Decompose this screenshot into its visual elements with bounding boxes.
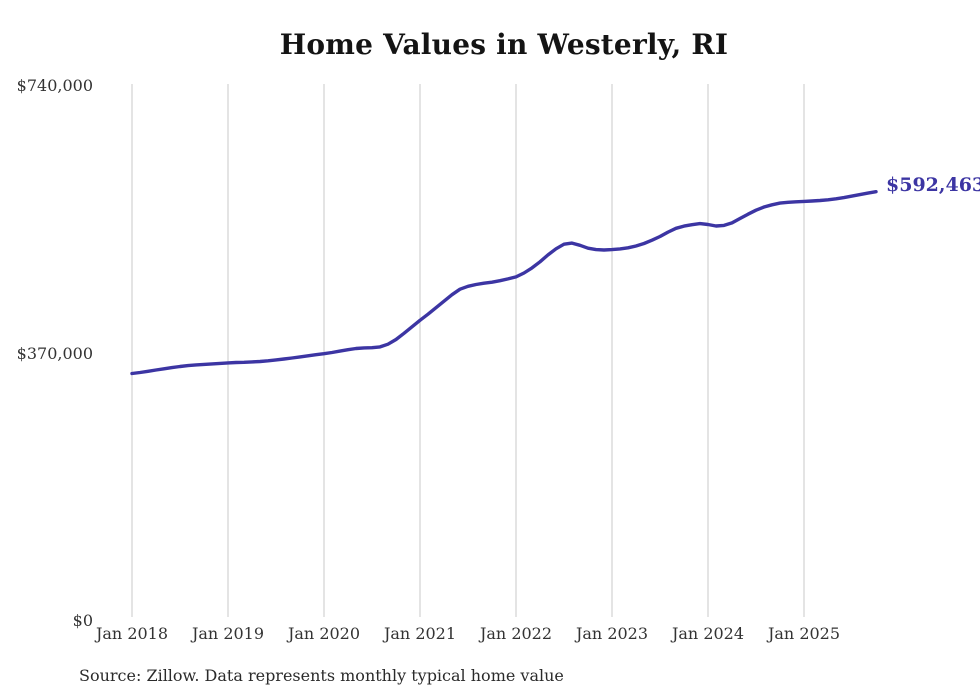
x-tick-label: Jan 2024	[671, 624, 745, 643]
x-tick-label: Jan 2019	[191, 624, 265, 643]
chart-title: Home Values in Westerly, RI	[279, 28, 729, 61]
vertical-gridlines	[131, 84, 805, 617]
home-value-line-series	[130, 190, 878, 376]
y-tick-label: $370,000	[16, 343, 93, 363]
x-tick-label: Jan 2023	[575, 624, 649, 643]
x-tick-label: Jan 2018	[95, 624, 169, 643]
latest-value-label: $592,463	[886, 174, 980, 196]
source-attribution-text: Source: Zillow. Data represents monthly …	[79, 666, 564, 685]
y-tick-label: $0	[72, 611, 93, 630]
x-tick-label: Jan 2020	[287, 624, 361, 643]
y-tick-label: $740,000	[16, 76, 93, 95]
x-tick-label: Jan 2025	[767, 624, 841, 643]
x-tick-label: Jan 2022	[479, 624, 553, 643]
x-tick-label: Jan 2021	[383, 624, 457, 643]
